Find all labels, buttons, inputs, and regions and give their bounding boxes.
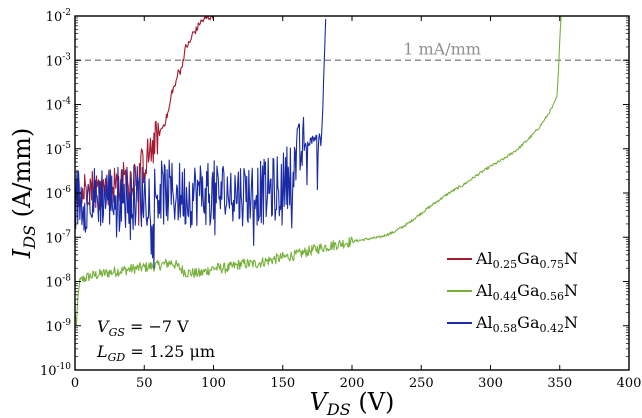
- series-line-1: [75, 16, 214, 226]
- legend-label-2: Al0.44Ga0.56N: [475, 281, 578, 303]
- series-line-3: [75, 18, 327, 269]
- series-line-2: [75, 16, 562, 327]
- x-tick-label: 100: [201, 376, 226, 391]
- y-tick-label: 10-3: [46, 52, 72, 69]
- axis-titles: VDS (V) IDS (A/mm): [8, 128, 394, 418]
- reference-line-label: 1 mA/mm: [403, 39, 481, 58]
- x-tick-label: 400: [617, 376, 642, 391]
- x-tick-label: 250: [409, 376, 434, 391]
- annotation-layer: VGS = −7 V LGD = 1.25 μm: [96, 317, 215, 364]
- x-tick-label: 0: [71, 376, 79, 391]
- x-tick-label: 200: [340, 376, 365, 391]
- axis-ticks: 0 50 100 150 200 250 300 350 400 10-10 10-9 10-8 10-…: [40, 8, 641, 391]
- y-tick-label: 10-8: [46, 274, 72, 291]
- x-tick-label: 50: [136, 376, 153, 391]
- y-tick-label: 10-10: [40, 362, 71, 379]
- legend-label-1: Al0.25Ga0.75N: [475, 249, 578, 271]
- y-tick-label: 10-6: [46, 185, 72, 202]
- legend-label-3: Al0.58Ga0.42N: [475, 313, 578, 335]
- y-tick-label: 10-5: [46, 141, 72, 158]
- x-tick-label: 300: [478, 376, 503, 391]
- x-axis-title: VDS (V): [310, 388, 395, 418]
- series-layer: [75, 16, 562, 327]
- y-tick-label: 10-2: [46, 8, 71, 25]
- reference-layer: 1 mA/mm: [75, 39, 629, 62]
- annotation-2: LGD = 1.25 μm: [96, 342, 215, 364]
- y-axis-title: IDS (A/mm): [8, 128, 39, 260]
- annotation-1: VGS = −7 V: [97, 317, 189, 339]
- y-tick-label: 10-9: [46, 318, 72, 335]
- x-tick-label: 350: [547, 376, 572, 391]
- legend: Al0.25Ga0.75N Al0.44Ga0.56N Al0.58Ga0.42N: [447, 249, 578, 335]
- x-tick-label: 150: [270, 376, 295, 391]
- y-tick-label: 10-7: [46, 229, 72, 246]
- y-tick-label: 10-4: [46, 97, 72, 114]
